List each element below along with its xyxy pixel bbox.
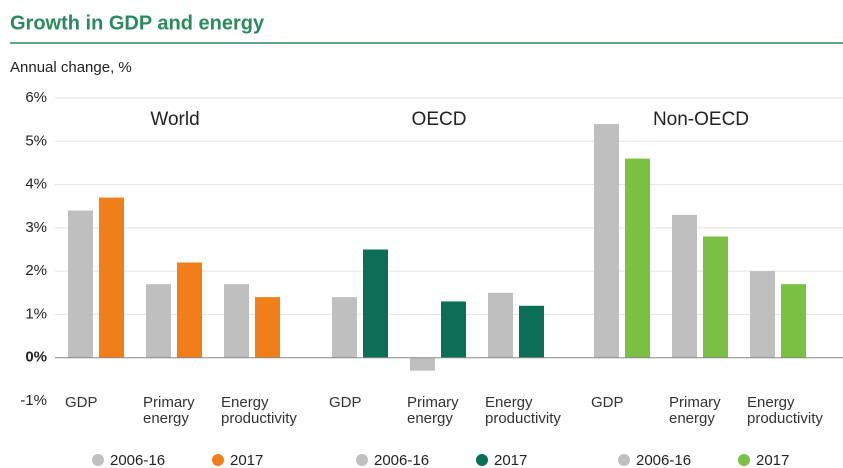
bar [224, 284, 249, 358]
x-tick-label: Primary energy [143, 394, 195, 427]
x-tick-label: GDP [591, 394, 624, 411]
x-tick-label: Energy productivity [747, 394, 823, 427]
y-tick-label: 0% [25, 349, 47, 366]
y-axis-label: Annual change, % [10, 59, 132, 76]
x-tick-label: Primary energy [407, 394, 459, 427]
bar [146, 284, 171, 358]
legend-label: 2017 [494, 452, 527, 468]
bar [672, 214, 697, 358]
bar [99, 197, 124, 358]
bar [488, 292, 513, 358]
y-tick-label: 2% [25, 262, 47, 279]
bar [441, 301, 466, 358]
x-tick-label: Primary energy [669, 394, 721, 427]
y-tick-label: 1% [25, 305, 47, 322]
bar [519, 305, 544, 358]
legend-label: 2017 [230, 452, 263, 468]
bar [781, 284, 806, 358]
bar [410, 357, 435, 371]
legend-marker [212, 454, 224, 466]
bar [68, 210, 93, 358]
legend-label: 2006-16 [110, 452, 165, 468]
legend-marker [356, 454, 368, 466]
legend-label: 2006-16 [374, 452, 429, 468]
legend-marker [476, 454, 488, 466]
legend-marker [738, 454, 750, 466]
x-tick-label: GDP [65, 394, 98, 411]
x-tick-label: GDP [329, 394, 362, 411]
chart-title: Growth in GDP and energy [10, 12, 265, 34]
y-tick-label: 6% [25, 89, 47, 106]
x-tick-label: Energy productivity [221, 394, 297, 427]
bar [363, 249, 388, 358]
group-label: Non-OECD [653, 109, 749, 130]
legend-marker [618, 454, 630, 466]
bar [625, 158, 650, 358]
x-tick-label: Energy productivity [485, 394, 561, 427]
group-label: OECD [412, 109, 467, 130]
bar [750, 271, 775, 358]
group-label: World [150, 109, 199, 130]
bar [255, 297, 280, 358]
legend-label: 2017 [756, 452, 789, 468]
y-tick-label: -1% [20, 392, 47, 409]
bar [177, 262, 202, 358]
y-tick-label: 4% [25, 176, 47, 193]
legend-marker [92, 454, 104, 466]
bar [703, 236, 728, 358]
bar [332, 297, 357, 358]
y-tick-label: 3% [25, 219, 47, 236]
y-tick-label: 5% [25, 132, 47, 149]
legend-label: 2006-16 [636, 452, 691, 468]
bar [594, 123, 619, 358]
